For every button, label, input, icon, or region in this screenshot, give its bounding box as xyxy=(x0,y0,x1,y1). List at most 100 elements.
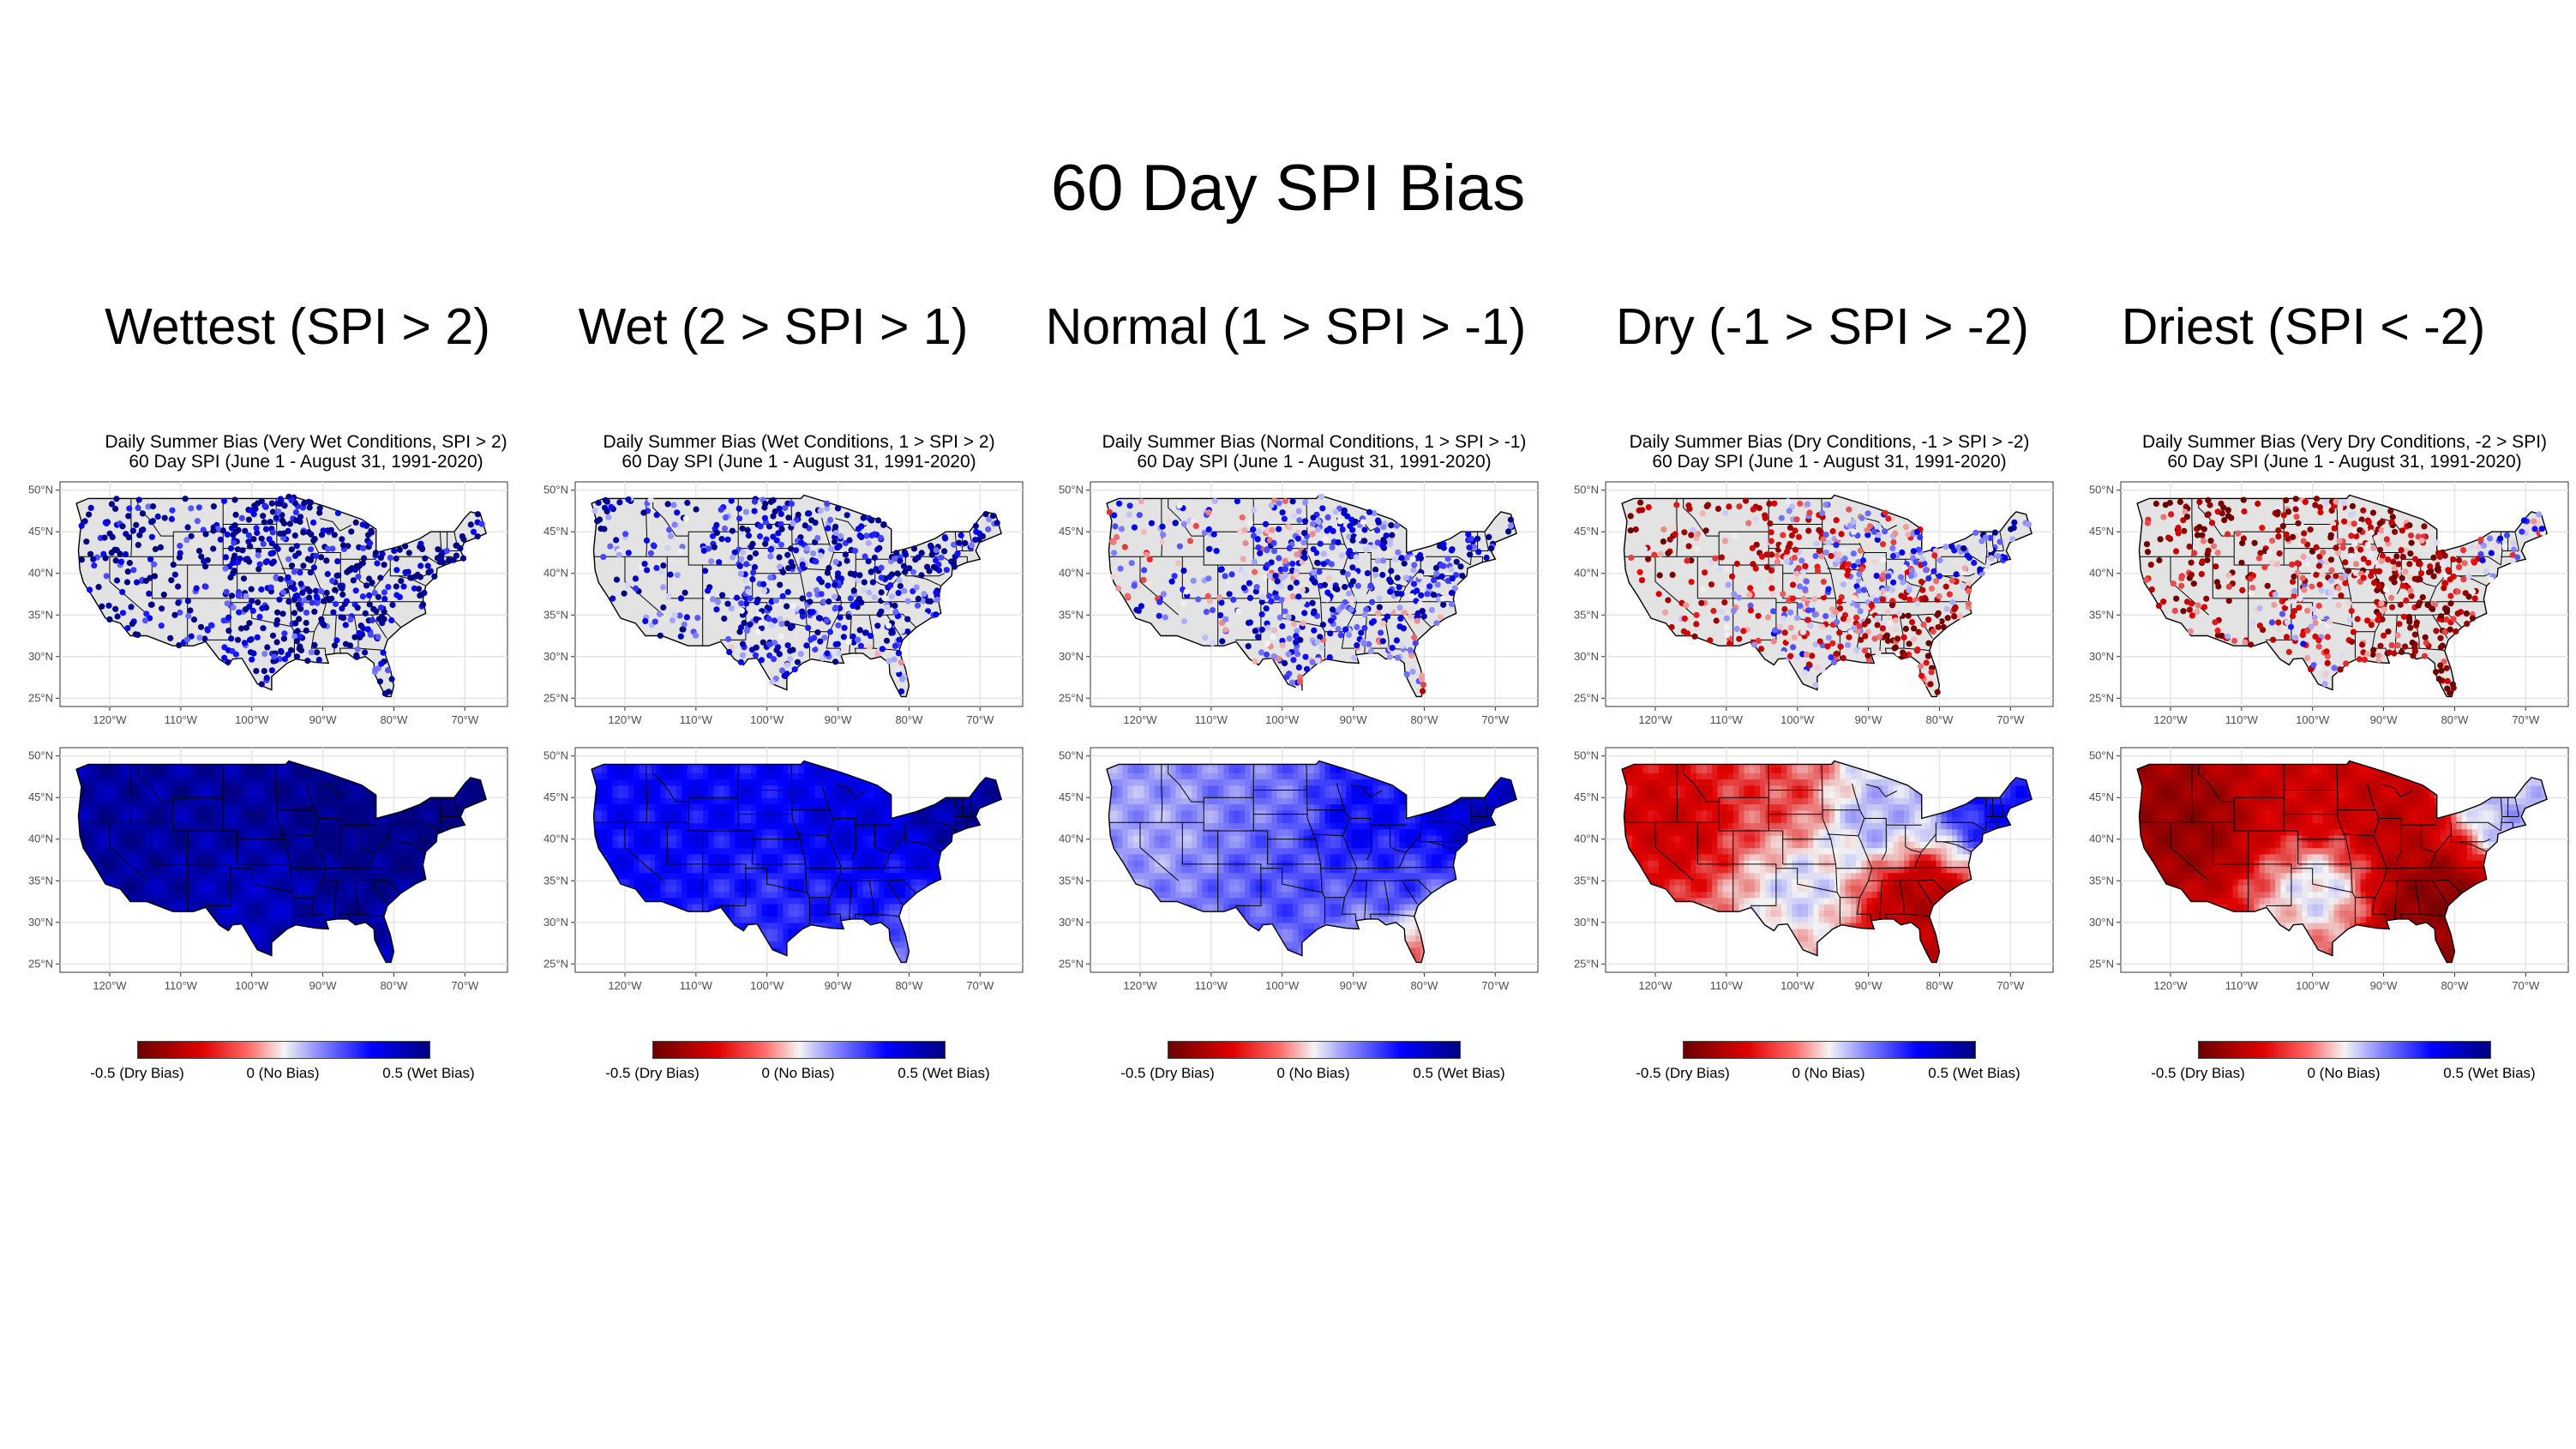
station-point xyxy=(242,527,249,534)
station-point xyxy=(700,547,707,554)
station-point xyxy=(667,532,675,539)
station-point xyxy=(2210,543,2218,550)
station-point xyxy=(1327,630,1334,637)
station-point xyxy=(1779,544,1786,550)
station-point xyxy=(151,561,158,568)
column-heading: Normal (1 > SPI > -1) xyxy=(1045,298,1527,355)
station-point xyxy=(2196,498,2203,506)
station-point xyxy=(1348,606,1354,613)
station-point xyxy=(1363,606,1370,613)
station-point xyxy=(809,641,816,648)
station-point xyxy=(842,551,849,558)
station-point xyxy=(393,555,399,562)
station-point xyxy=(776,554,783,561)
station-point xyxy=(1394,574,1401,581)
station-point xyxy=(95,584,102,591)
station-point xyxy=(1335,625,1342,633)
station-point xyxy=(2274,561,2281,568)
station-point xyxy=(1673,502,1680,508)
station-point xyxy=(2364,541,2371,549)
station-point xyxy=(2168,511,2175,518)
station-point xyxy=(1420,682,1427,688)
station-point xyxy=(1913,528,1921,535)
station-point xyxy=(1846,634,1852,640)
station-point xyxy=(453,552,460,559)
station-point xyxy=(1261,574,1268,580)
station-point xyxy=(261,651,268,658)
station-point xyxy=(784,588,791,596)
station-point xyxy=(664,544,671,551)
station-point xyxy=(2397,601,2404,608)
station-point xyxy=(443,547,451,555)
station-point xyxy=(1418,676,1426,682)
station-point xyxy=(2367,524,2375,531)
station-point xyxy=(337,582,344,589)
station-point xyxy=(1114,533,1120,541)
station-point xyxy=(794,658,802,665)
station-point xyxy=(317,587,324,594)
station-point xyxy=(128,604,135,610)
station-point xyxy=(2026,521,2033,528)
state-boundaries xyxy=(593,764,974,924)
station-point xyxy=(753,616,760,622)
station-point xyxy=(2292,496,2299,502)
station-point xyxy=(247,649,255,656)
station-point xyxy=(803,642,810,649)
station-point xyxy=(346,642,354,649)
station-point xyxy=(2352,569,2359,576)
station-point xyxy=(834,544,841,551)
station-point xyxy=(1241,569,1248,577)
station-point xyxy=(112,505,119,512)
station-point xyxy=(1140,528,1148,536)
station-point xyxy=(1742,497,1750,504)
station-point xyxy=(2365,519,2372,526)
station-point xyxy=(865,558,872,565)
station-point xyxy=(667,571,674,578)
station-point xyxy=(1871,635,1878,642)
station-point xyxy=(901,587,908,594)
station-point xyxy=(2322,499,2329,506)
station-point xyxy=(1180,568,1187,574)
station-point xyxy=(898,676,906,682)
station-point xyxy=(124,568,131,575)
station-point xyxy=(913,584,920,591)
station-point xyxy=(2173,595,2180,602)
y-tick-label: 25°N xyxy=(543,691,568,704)
station-point xyxy=(1919,586,1926,593)
main-title: 60 Day SPI Bias xyxy=(1050,152,1526,225)
station-point xyxy=(1310,569,1318,576)
station-point xyxy=(2225,531,2231,538)
station-point xyxy=(387,555,393,562)
station-point xyxy=(766,641,773,648)
station-point xyxy=(1222,627,1229,634)
station-point xyxy=(898,688,905,694)
station-points xyxy=(78,493,485,697)
station-point xyxy=(868,568,874,575)
station-point xyxy=(660,562,667,569)
station-point xyxy=(1411,562,1418,568)
station-point xyxy=(1943,544,1949,550)
station-point xyxy=(2488,577,2495,584)
station-point xyxy=(372,550,379,556)
station-point xyxy=(417,562,424,569)
x-tick-label: 80°W xyxy=(1410,713,1438,726)
y-tick-label: 40°N xyxy=(1574,833,1599,845)
station-point xyxy=(1899,549,1906,556)
station-point xyxy=(2283,531,2290,538)
station-point-map: 120°W 110°W 100°W 90°W 80°W 70°W50°N45°N40°N3… xyxy=(543,481,1024,726)
station-point xyxy=(693,506,700,513)
station-point xyxy=(1337,518,1344,525)
station-point xyxy=(1684,630,1691,637)
station-point xyxy=(1350,578,1357,585)
station-point xyxy=(258,681,265,688)
station-point xyxy=(1905,531,1912,538)
station-point xyxy=(2371,558,2378,565)
station-point xyxy=(1688,579,1695,586)
station-point xyxy=(1925,616,1932,623)
station-point xyxy=(2155,602,2162,610)
station-point xyxy=(304,658,311,664)
station-point xyxy=(185,612,192,620)
station-point xyxy=(896,577,903,584)
station-point xyxy=(2399,582,2406,589)
station-point xyxy=(1730,607,1738,614)
